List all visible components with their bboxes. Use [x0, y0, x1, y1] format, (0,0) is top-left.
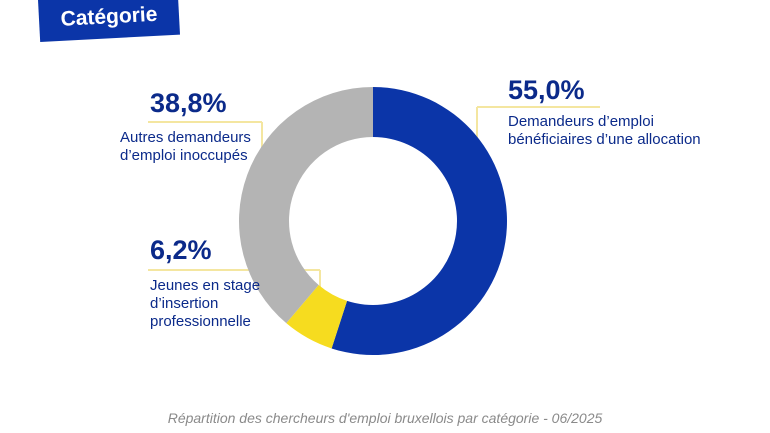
pct-label-autres: 38,8% [150, 88, 227, 118]
category-label-autres-line2: d’emploi inoccupés [120, 147, 248, 164]
category-label-stage-line1: Jeunes en stage [150, 277, 261, 294]
category-label-stage: Jeunes en stage d’insertion professionne… [150, 277, 260, 331]
slice-allocation [331, 87, 508, 356]
slice-autres [238, 87, 373, 324]
chart-caption: Répartition des chercheurs d'emploi brux… [167, 410, 603, 426]
slice-stage [286, 285, 348, 349]
category-label-allocation: Demandeurs d’emploi bénéficiaires d’une … [508, 113, 701, 149]
category-label-allocation-line1: Demandeurs d’emploi [508, 113, 654, 130]
pct-label-stage: 6,2% [150, 235, 212, 265]
category-label-stage-line2: d’insertion [150, 295, 219, 312]
category-label-autres-line1: Autres demandeurs [120, 129, 251, 146]
pct-label-allocation: 55,0% [508, 75, 585, 105]
category-label-autres: Autres demandeurs d’emploi inoccupés [120, 129, 251, 165]
category-label-allocation-line2: bénéficiaires d’une allocation [508, 131, 701, 148]
category-label-stage-line3: professionnelle [150, 313, 251, 330]
